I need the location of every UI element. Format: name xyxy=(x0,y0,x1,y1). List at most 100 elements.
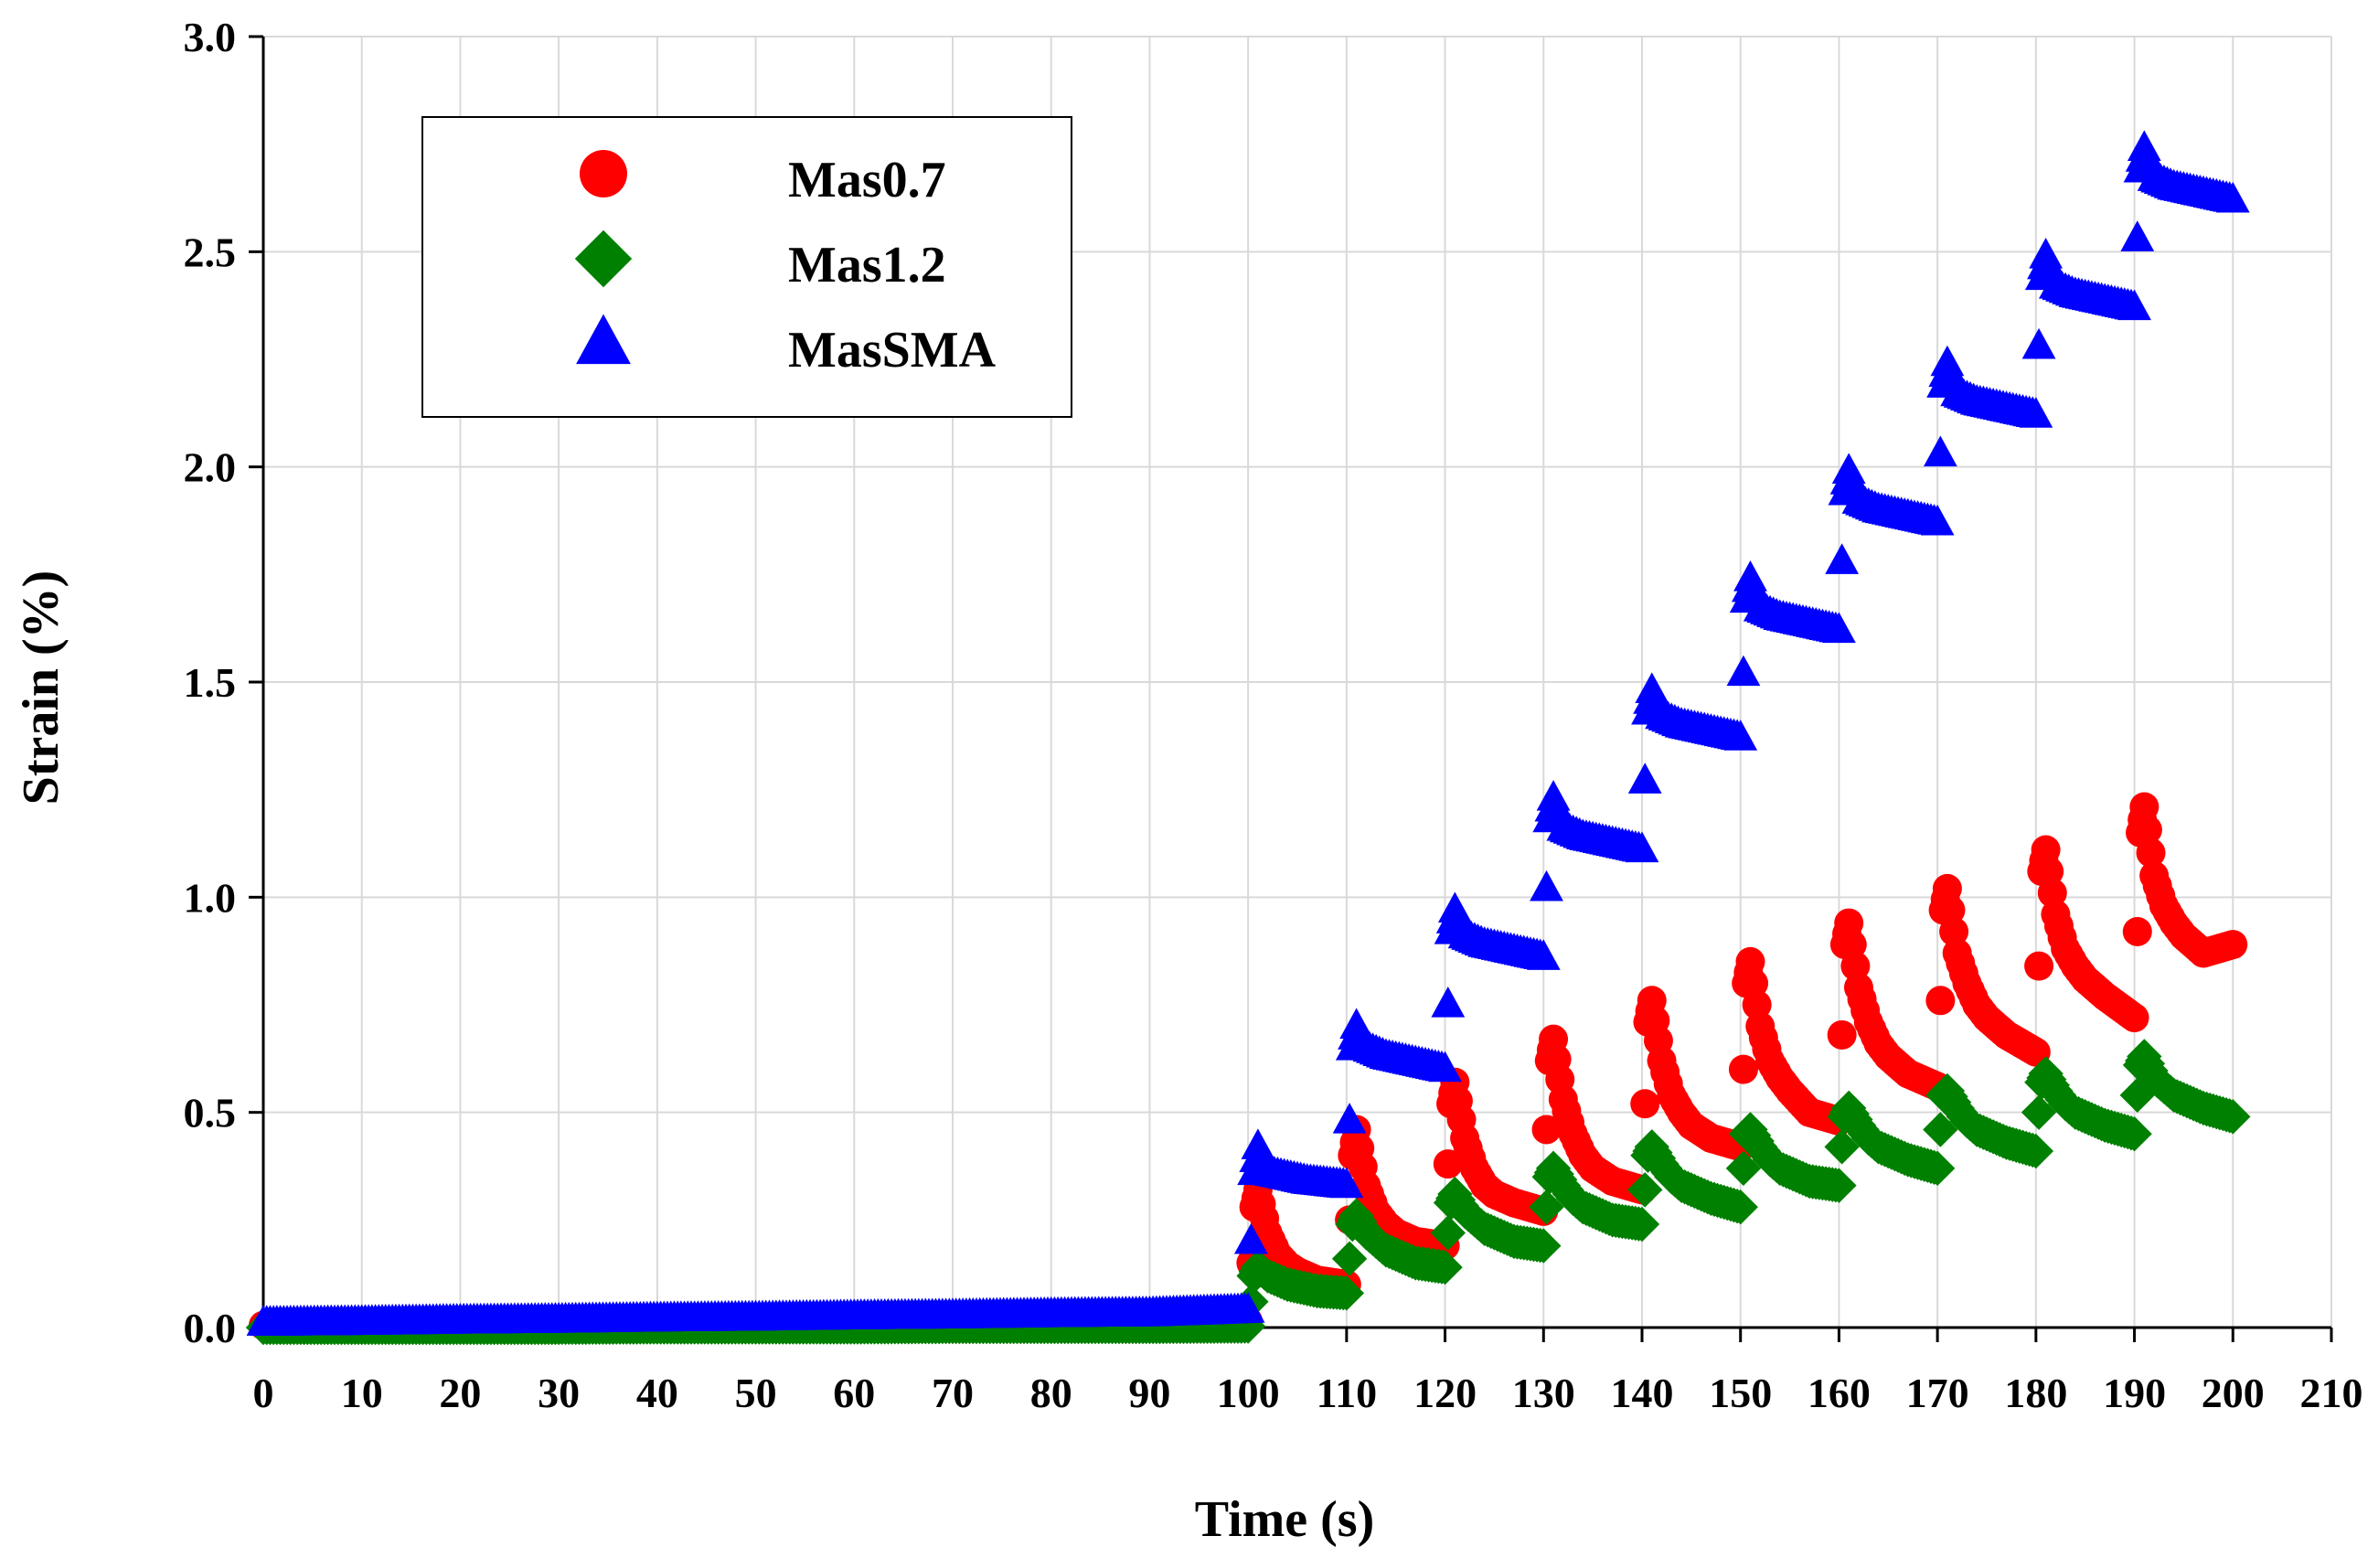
data-series xyxy=(245,130,2251,1346)
x-tick-label: 160 xyxy=(1807,1370,1871,1416)
data-point-mas0.7 xyxy=(2119,1003,2149,1033)
data-point-mas1.2 xyxy=(1427,1249,1463,1285)
data-point-massma xyxy=(1530,869,1563,901)
x-tick-label: 60 xyxy=(833,1370,875,1416)
data-point-massma xyxy=(1726,655,1761,687)
data-point-mas1.2 xyxy=(1722,1189,1758,1225)
data-point-massma xyxy=(2120,220,2155,251)
data-point-mas0.7 xyxy=(1742,990,1772,1019)
data-point-massma xyxy=(1723,720,1758,751)
data-point-mas0.7 xyxy=(2031,835,2061,865)
data-point-mas1.2 xyxy=(1331,1241,1368,1276)
x-tick-label: 10 xyxy=(341,1370,383,1416)
data-point-mas0.7 xyxy=(2122,916,2152,946)
x-tick-label: 120 xyxy=(1413,1370,1477,1416)
legend-label-mas1.2: Mas1.2 xyxy=(788,237,946,293)
data-point-mas1.2 xyxy=(2021,1094,2057,1130)
x-tick-label: 90 xyxy=(1128,1370,1170,1416)
x-axis-label: Time (s) xyxy=(1195,1491,1375,1548)
data-point-mas1.2 xyxy=(1821,1168,1857,1203)
data-point-massma xyxy=(2021,327,2056,359)
data-point-massma xyxy=(1428,1051,1462,1083)
data-point-mas1.2 xyxy=(1923,1112,1958,1147)
y-tick-label: 0.5 xyxy=(184,1090,237,1136)
data-point-mas0.7 xyxy=(1935,895,1966,925)
x-axis-ticks: 0 10 20 30 40 50 60 70 80 90 100 110 120 130 140 150 160… xyxy=(253,1328,2363,1416)
data-point-mas1.2 xyxy=(1328,1275,1365,1311)
data-point-massma xyxy=(1332,1103,1367,1134)
data-point-mas0.7 xyxy=(1531,1115,1562,1145)
x-tick-label: 170 xyxy=(1906,1370,1969,1416)
data-point-mas1.2 xyxy=(2117,1116,2152,1152)
y-tick-label: 2.5 xyxy=(184,229,237,275)
data-point-massma xyxy=(1233,1222,1268,1254)
data-point-mas0.7 xyxy=(1739,968,1769,998)
data-point-mas1.2 xyxy=(1624,1206,1660,1243)
data-point-mas1.2 xyxy=(2018,1133,2054,1169)
series-massma xyxy=(246,130,2250,1336)
data-point-mas0.7 xyxy=(2218,930,2248,960)
data-point-mas0.7 xyxy=(1630,1089,1660,1119)
x-tick-label: 140 xyxy=(1611,1370,1674,1416)
x-tick-label: 200 xyxy=(2202,1370,2265,1416)
x-tick-label: 30 xyxy=(538,1370,580,1416)
legend-label-massma: MasSMA xyxy=(788,322,997,379)
data-point-mas0.7 xyxy=(2129,792,2159,822)
data-point-mas0.7 xyxy=(1939,916,1969,946)
data-point-mas0.7 xyxy=(2132,815,2162,845)
x-tick-label: 50 xyxy=(735,1370,777,1416)
data-point-mas0.7 xyxy=(1840,951,1871,981)
data-point-mas0.7 xyxy=(1827,1019,1857,1050)
x-tick-label: 0 xyxy=(253,1370,274,1416)
x-tick-label: 180 xyxy=(2004,1370,2067,1416)
data-point-mas0.7 xyxy=(2037,878,2067,908)
legend-entries: Mas0.7 Mas1.2 MasSMA xyxy=(574,150,997,379)
data-point-mas1.2 xyxy=(1725,1150,1762,1187)
data-point-mas0.7 xyxy=(1433,1149,1463,1179)
data-point-mas0.7 xyxy=(1837,930,1867,960)
data-point-mas0.7 xyxy=(1932,873,1962,903)
x-tick-label: 80 xyxy=(1030,1370,1072,1416)
y-axis-label: Strain (%) xyxy=(13,571,69,805)
data-point-massma xyxy=(1329,1167,1364,1199)
data-point-mas1.2 xyxy=(1824,1129,1860,1165)
data-point-massma xyxy=(2019,397,2053,428)
data-point-mas1.2 xyxy=(1526,1228,1562,1264)
x-tick-label: 150 xyxy=(1709,1370,1772,1416)
legend: Mas0.7 Mas1.2 MasSMA xyxy=(421,116,1072,418)
data-point-massma xyxy=(1920,504,1955,536)
data-point-massma xyxy=(1526,939,1561,970)
x-tick-label: 40 xyxy=(636,1370,678,1416)
y-tick-label: 0.0 xyxy=(184,1305,237,1351)
x-tick-label: 190 xyxy=(2103,1370,2166,1416)
y-tick-label: 3.0 xyxy=(184,14,237,60)
y-tick-label: 2.0 xyxy=(184,444,237,491)
legend-marker-massma xyxy=(576,314,631,365)
x-tick-label: 20 xyxy=(439,1370,481,1416)
data-point-mas0.7 xyxy=(2034,857,2064,887)
x-tick-label: 130 xyxy=(1512,1370,1575,1416)
data-point-mas0.7 xyxy=(2024,951,2054,981)
data-point-mas0.7 xyxy=(1728,1054,1758,1084)
data-point-mas0.7 xyxy=(1925,986,1956,1016)
legend-box xyxy=(421,116,1072,418)
x-tick-label: 100 xyxy=(1217,1370,1280,1416)
legend-marker-mas0.7 xyxy=(580,150,627,197)
data-point-mas1.2 xyxy=(1430,1215,1466,1251)
data-point-massma xyxy=(1625,831,1659,863)
data-point-massma xyxy=(1822,612,1856,644)
data-point-massma xyxy=(1431,987,1466,1018)
data-point-massma xyxy=(1627,763,1662,794)
data-point-mas1.2 xyxy=(1627,1172,1663,1208)
data-point-mas0.7 xyxy=(2136,837,2166,868)
data-point-mas0.7 xyxy=(1834,908,1864,938)
data-point-mas1.2 xyxy=(2215,1099,2251,1135)
data-point-massma xyxy=(2117,289,2151,321)
data-point-massma xyxy=(2215,181,2250,213)
y-tick-label: 1.5 xyxy=(184,659,237,706)
data-point-massma xyxy=(1825,543,1860,574)
legend-label-mas0.7: Mas0.7 xyxy=(788,152,946,208)
legend-marker-mas1.2 xyxy=(574,229,633,288)
y-tick-label: 1.0 xyxy=(184,874,237,921)
